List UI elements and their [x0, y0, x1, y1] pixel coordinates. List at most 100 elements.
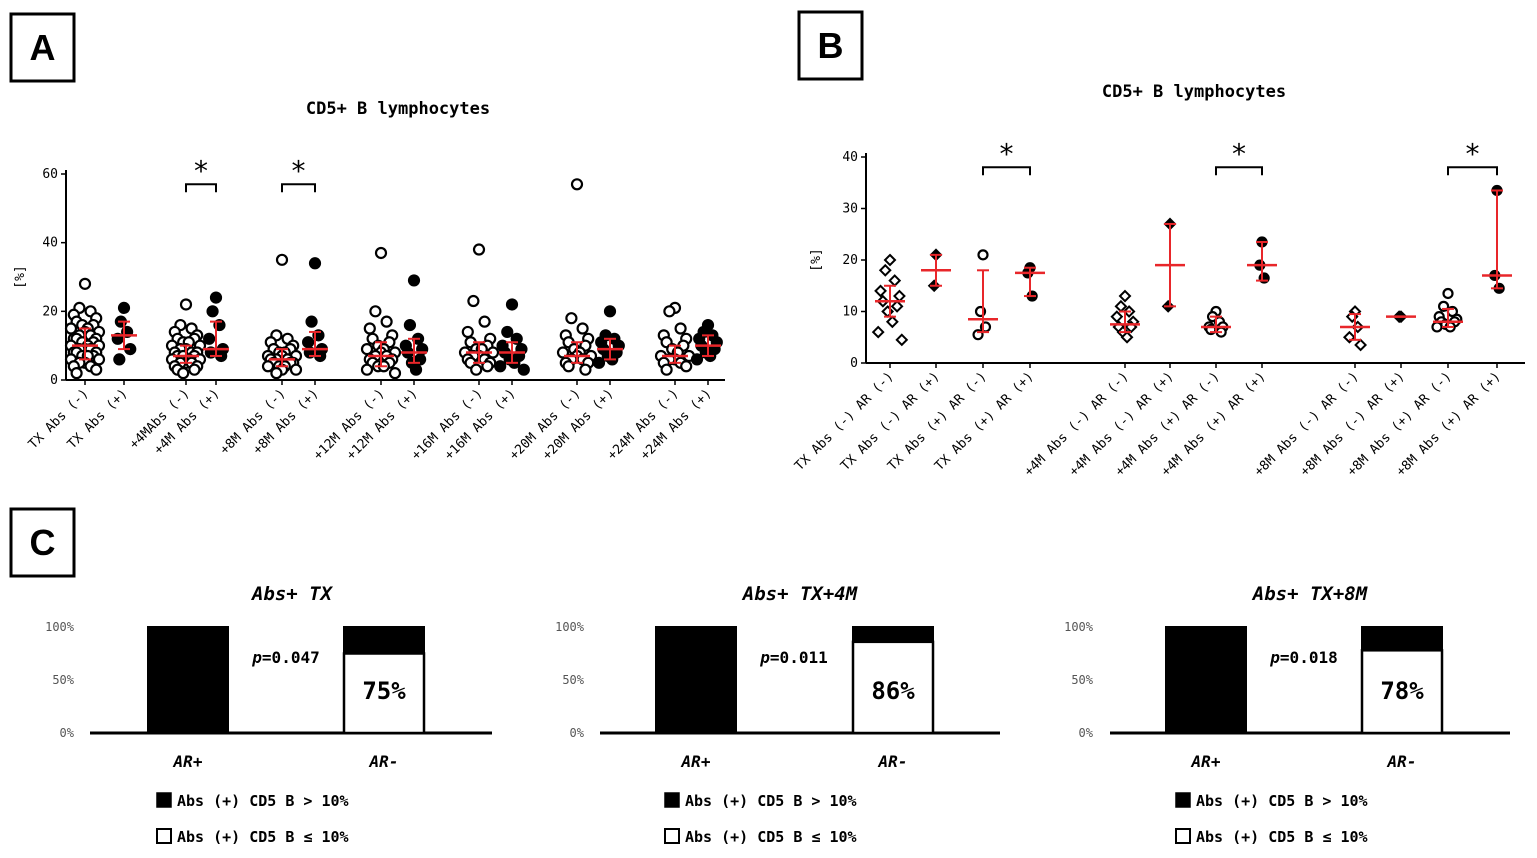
legend-swatch-high — [156, 792, 172, 808]
data-point — [977, 249, 989, 261]
data-point — [461, 325, 474, 339]
data-point — [895, 333, 909, 347]
data-point — [305, 315, 318, 328]
y-tick-label: 40 — [842, 150, 858, 165]
data-point — [177, 367, 190, 380]
data-point — [888, 274, 902, 288]
p-letter: p — [1269, 648, 1280, 667]
p-letter: p — [759, 648, 770, 667]
data-point — [660, 363, 673, 376]
data-point — [113, 353, 126, 366]
legend-low-suffix: 10% — [312, 828, 348, 846]
bar-segment-high — [147, 626, 229, 734]
data-point — [592, 356, 606, 369]
chart-title: CD5+ B lymphocytes — [306, 99, 490, 119]
data-point — [874, 284, 887, 298]
y-tick-label: 0% — [60, 726, 75, 740]
data-point — [663, 305, 676, 318]
chart-title: Abs+ TX+4M — [741, 583, 858, 605]
data-point — [206, 305, 219, 318]
legend-low-symbol: ≤ — [1322, 828, 1331, 846]
svg-text:C: C — [30, 522, 56, 563]
data-point — [890, 299, 904, 313]
x-tick-label: AR+ — [1191, 752, 1221, 771]
bar-segment-high — [343, 626, 425, 655]
p-value-label: p=0.047 — [251, 648, 319, 667]
data-point — [388, 367, 402, 380]
chart-title: CD5+ B lymphocytes — [1102, 82, 1286, 102]
data-point — [270, 367, 283, 380]
data-point — [70, 367, 83, 380]
chart-c2: Abs+ TX+4M 100% 50% 0% AR+ AR-p=0.011 86% Abs (… — [555, 583, 1000, 846]
data-point — [1431, 321, 1443, 333]
data-point — [188, 363, 201, 376]
chart-c1: Abs+ TX 100% 50% 0% AR+ AR-p=0.047 75% Abs (+) … — [45, 583, 492, 846]
data-point — [409, 363, 423, 376]
bar-segment-high — [1165, 626, 1247, 734]
data-point — [403, 318, 417, 332]
y-axis-label: [%] — [13, 265, 28, 288]
data-point — [690, 353, 704, 366]
data-point — [517, 363, 530, 376]
bar-percent-label: 75% — [362, 677, 406, 705]
data-point — [467, 294, 480, 308]
y-tick-label: 100% — [1064, 620, 1094, 634]
legend-low-symbol: ≤ — [303, 828, 312, 846]
data-point — [179, 298, 193, 311]
significance-bracket — [281, 183, 316, 193]
p-value: =0.047 — [262, 648, 320, 667]
legend-label-high: Abs (+) CD5 B > 10% — [1196, 792, 1368, 810]
data-point — [505, 298, 519, 311]
data-point — [261, 360, 275, 373]
data-point — [289, 363, 303, 376]
y-tick-label: 30 — [842, 202, 858, 217]
panel-a-label: A — [9, 12, 76, 83]
y-tick-label: 0% — [1079, 726, 1094, 740]
data-point — [570, 178, 584, 191]
y-tick-label: 50% — [52, 673, 74, 687]
significance-bracket — [185, 183, 217, 193]
bar-segment-high — [1361, 626, 1443, 652]
significance-star: * — [1466, 137, 1480, 170]
data-point — [1110, 310, 1124, 324]
legend-label-high: Abs (+) CD5 B > 10% — [685, 792, 857, 810]
x-tick-label: AR+ — [681, 752, 711, 771]
data-point — [1442, 287, 1454, 300]
bar-segment-low — [851, 640, 935, 735]
y-tick-label: 40 — [42, 236, 58, 251]
data-point — [209, 291, 223, 304]
bar-segment-low — [342, 652, 426, 735]
bar-segment-high — [655, 626, 737, 734]
y-tick-label: 20 — [842, 253, 858, 268]
significance-star: * — [194, 154, 208, 187]
legend-swatch-high — [664, 792, 680, 808]
chart-title: Abs+ TX — [250, 583, 334, 605]
data-point — [1354, 338, 1368, 352]
y-tick-label: 20 — [42, 304, 58, 319]
significance-star: * — [292, 154, 306, 187]
p-value-label: p=0.011 — [759, 648, 827, 667]
legend-swatch-low — [156, 828, 172, 844]
significance-star: * — [1232, 137, 1246, 170]
x-tick-label: AR+ — [173, 752, 203, 771]
panel-b-label: B — [797, 10, 864, 81]
y-tick-label: 0% — [570, 726, 585, 740]
significance-bracket — [1447, 166, 1498, 176]
legend-low-suffix: 10% — [1331, 828, 1367, 846]
data-point — [885, 315, 899, 329]
data-point — [878, 263, 892, 277]
y-tick-label: 50% — [1071, 673, 1093, 687]
data-point — [881, 305, 895, 318]
data-point — [369, 305, 382, 318]
data-point — [674, 322, 687, 335]
y-tick-label: 10 — [842, 305, 858, 320]
data-point — [603, 305, 617, 318]
legend-swatch-high — [1175, 792, 1191, 808]
data-point — [407, 274, 421, 287]
y-axis-label: [%] — [809, 248, 824, 271]
legend-low-prefix: Abs (+) CD5 B — [685, 828, 811, 846]
y-tick-label: 50% — [562, 673, 584, 687]
y-tick-label: 0 — [50, 373, 58, 388]
